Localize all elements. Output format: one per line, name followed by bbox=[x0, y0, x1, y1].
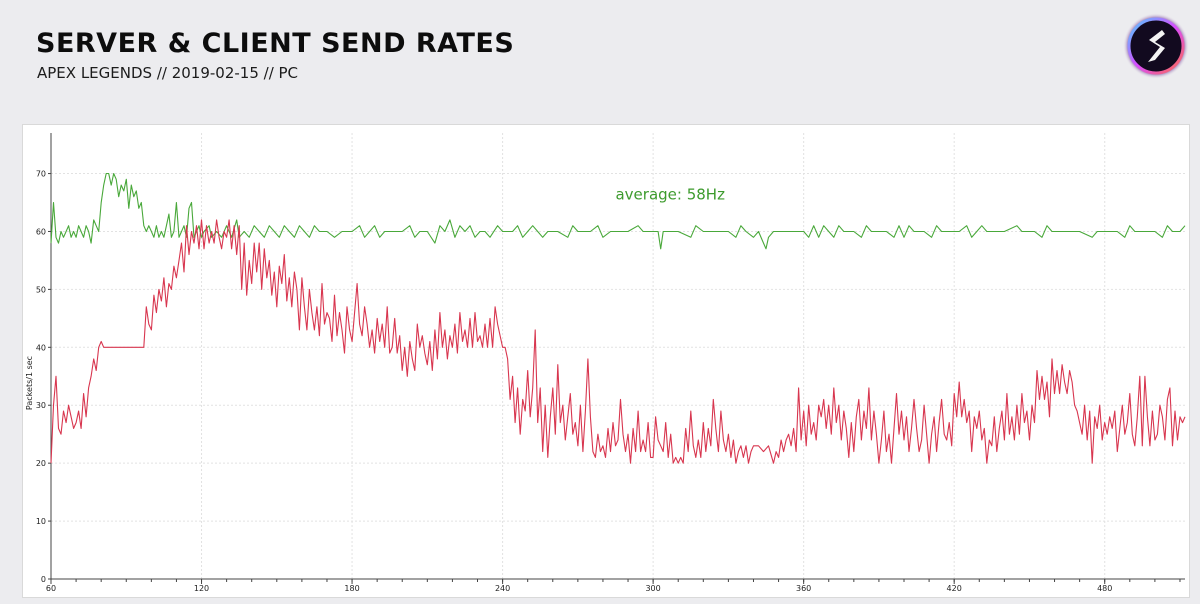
x-tick-label: 360 bbox=[796, 584, 811, 593]
y-tick-label: 70 bbox=[36, 170, 46, 179]
x-tick-label: 300 bbox=[645, 584, 660, 593]
y-tick-label: 60 bbox=[36, 227, 46, 236]
chart-panel: 0 10 20 30 40 50 60 70 60 120 180 240 300 360 420 480 av… bbox=[22, 124, 1190, 598]
x-tick-label: 60 bbox=[46, 584, 56, 593]
y-tick-label: 40 bbox=[36, 343, 46, 352]
average-annotation: average: 58Hz bbox=[615, 186, 725, 204]
client-send-rate-line bbox=[50, 219, 1186, 464]
page-subtitle: APEX LEGENDS // 2019-02-15 // PC bbox=[37, 64, 299, 82]
y-tick-label: 50 bbox=[36, 285, 46, 294]
x-tick-label: 180 bbox=[344, 584, 359, 593]
s-brand-logo-icon bbox=[1123, 13, 1189, 79]
send-rate-chart: 0 10 20 30 40 50 60 70 60 120 180 240 300 360 420 480 av… bbox=[25, 133, 1186, 593]
x-tick-label: 420 bbox=[947, 584, 962, 593]
y-axis-label: Packets/1 sec bbox=[25, 356, 34, 410]
x-tick-label: 240 bbox=[495, 584, 510, 593]
x-tick-label: 120 bbox=[194, 584, 209, 593]
y-tick-label: 10 bbox=[36, 517, 46, 526]
series-layer bbox=[50, 172, 1186, 464]
label-layer: 0 10 20 30 40 50 60 70 60 120 180 240 300 360 420 480 av… bbox=[36, 170, 1113, 593]
x-tick-label: 480 bbox=[1097, 584, 1112, 593]
server-send-rate-line bbox=[50, 172, 1186, 250]
y-tick-label: 20 bbox=[36, 459, 46, 468]
axis-layer bbox=[48, 133, 1185, 584]
page-title: SERVER & CLIENT SEND RATES bbox=[36, 28, 515, 59]
y-tick-label: 0 bbox=[41, 575, 46, 584]
y-tick-label: 30 bbox=[36, 401, 46, 410]
